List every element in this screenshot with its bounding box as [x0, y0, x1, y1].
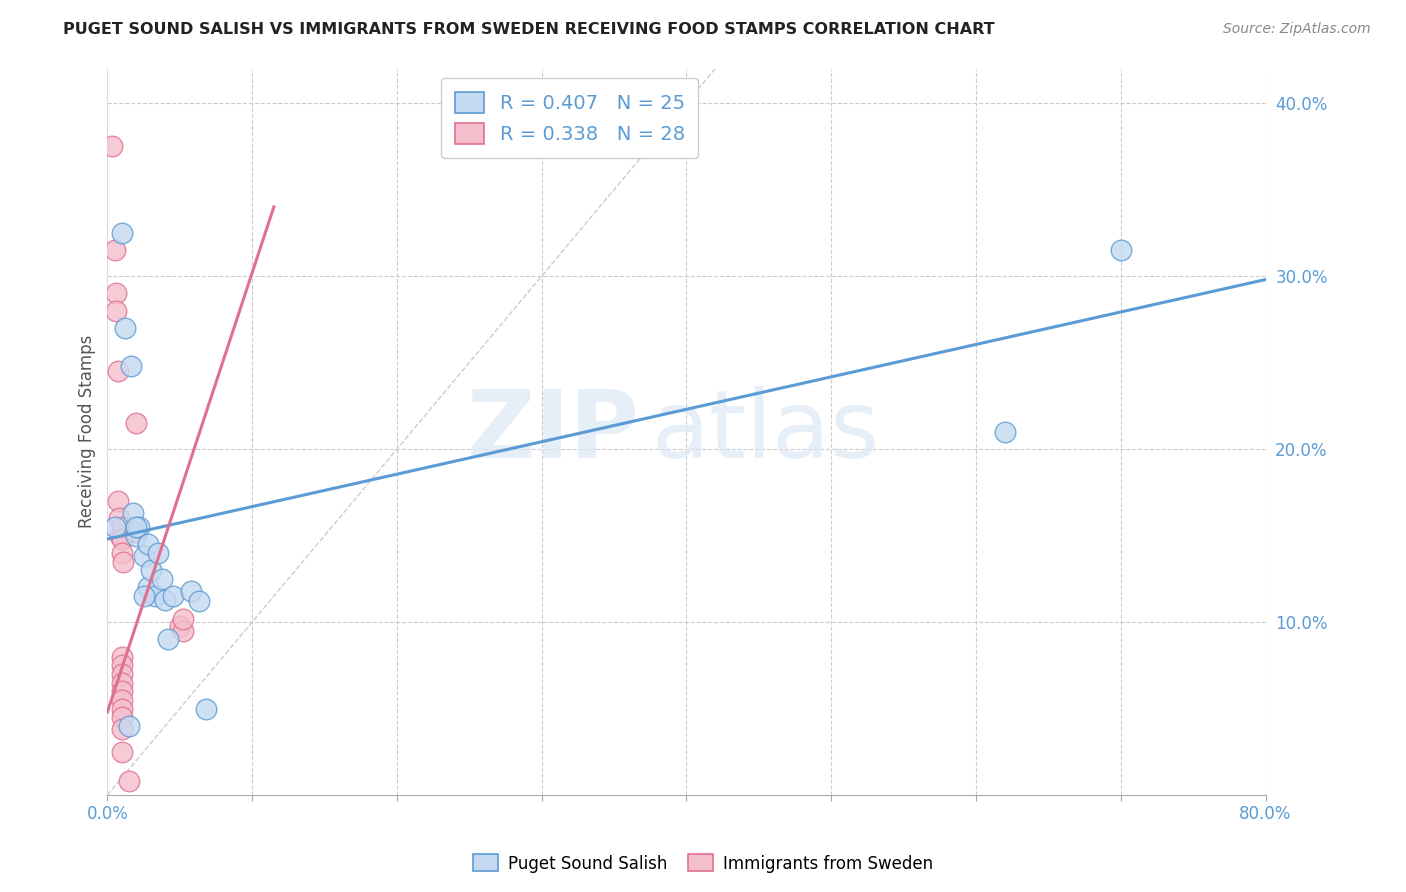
- Legend: Puget Sound Salish, Immigrants from Sweden: Puget Sound Salish, Immigrants from Swed…: [467, 847, 939, 880]
- Point: [111, 701, 134, 715]
- Point: [172, 612, 194, 626]
- Point: [125, 528, 148, 542]
- Point: [169, 618, 191, 632]
- Legend: R = 0.407   N = 25, R = 0.338   N = 28: R = 0.407 N = 25, R = 0.338 N = 28: [441, 78, 699, 158]
- Point: [111, 693, 134, 707]
- Text: Source: ZipAtlas.com: Source: ZipAtlas.com: [1223, 22, 1371, 37]
- Point: [155, 592, 177, 607]
- Point: [118, 774, 141, 789]
- Point: [107, 364, 129, 378]
- Point: [111, 710, 134, 724]
- Point: [111, 745, 134, 759]
- Point: [125, 416, 148, 430]
- Point: [111, 649, 134, 664]
- Point: [120, 359, 142, 373]
- Point: [187, 594, 209, 608]
- Point: [111, 684, 134, 698]
- Text: atlas: atlas: [652, 386, 880, 478]
- Point: [125, 525, 148, 540]
- Point: [114, 321, 136, 335]
- Point: [111, 667, 134, 681]
- Point: [105, 286, 128, 301]
- Point: [139, 563, 162, 577]
- Point: [110, 528, 132, 542]
- Point: [128, 520, 150, 534]
- Point: [100, 139, 122, 153]
- Point: [143, 589, 166, 603]
- Point: [111, 532, 134, 546]
- Y-axis label: Receiving Food Stamps: Receiving Food Stamps: [79, 335, 96, 528]
- Point: [111, 520, 134, 534]
- Point: [172, 624, 194, 638]
- Point: [104, 243, 127, 257]
- Point: [105, 303, 128, 318]
- Point: [994, 425, 1017, 439]
- Point: [108, 511, 131, 525]
- Point: [122, 506, 145, 520]
- Text: ZIP: ZIP: [467, 386, 640, 478]
- Point: [125, 520, 148, 534]
- Point: [111, 658, 134, 673]
- Text: PUGET SOUND SALISH VS IMMIGRANTS FROM SWEDEN RECEIVING FOOD STAMPS CORRELATION C: PUGET SOUND SALISH VS IMMIGRANTS FROM SW…: [63, 22, 995, 37]
- Point: [104, 520, 127, 534]
- Point: [180, 583, 202, 598]
- Point: [146, 546, 169, 560]
- Point: [112, 555, 135, 569]
- Point: [136, 537, 159, 551]
- Point: [107, 494, 129, 508]
- Point: [132, 549, 155, 564]
- Point: [136, 581, 159, 595]
- Point: [111, 675, 134, 690]
- Point: [118, 719, 141, 733]
- Point: [194, 701, 217, 715]
- Point: [157, 632, 180, 647]
- Point: [162, 589, 184, 603]
- Point: [132, 589, 155, 603]
- Point: [150, 572, 173, 586]
- Point: [111, 226, 134, 240]
- Point: [111, 546, 134, 560]
- Point: [111, 723, 134, 737]
- Point: [1109, 243, 1132, 257]
